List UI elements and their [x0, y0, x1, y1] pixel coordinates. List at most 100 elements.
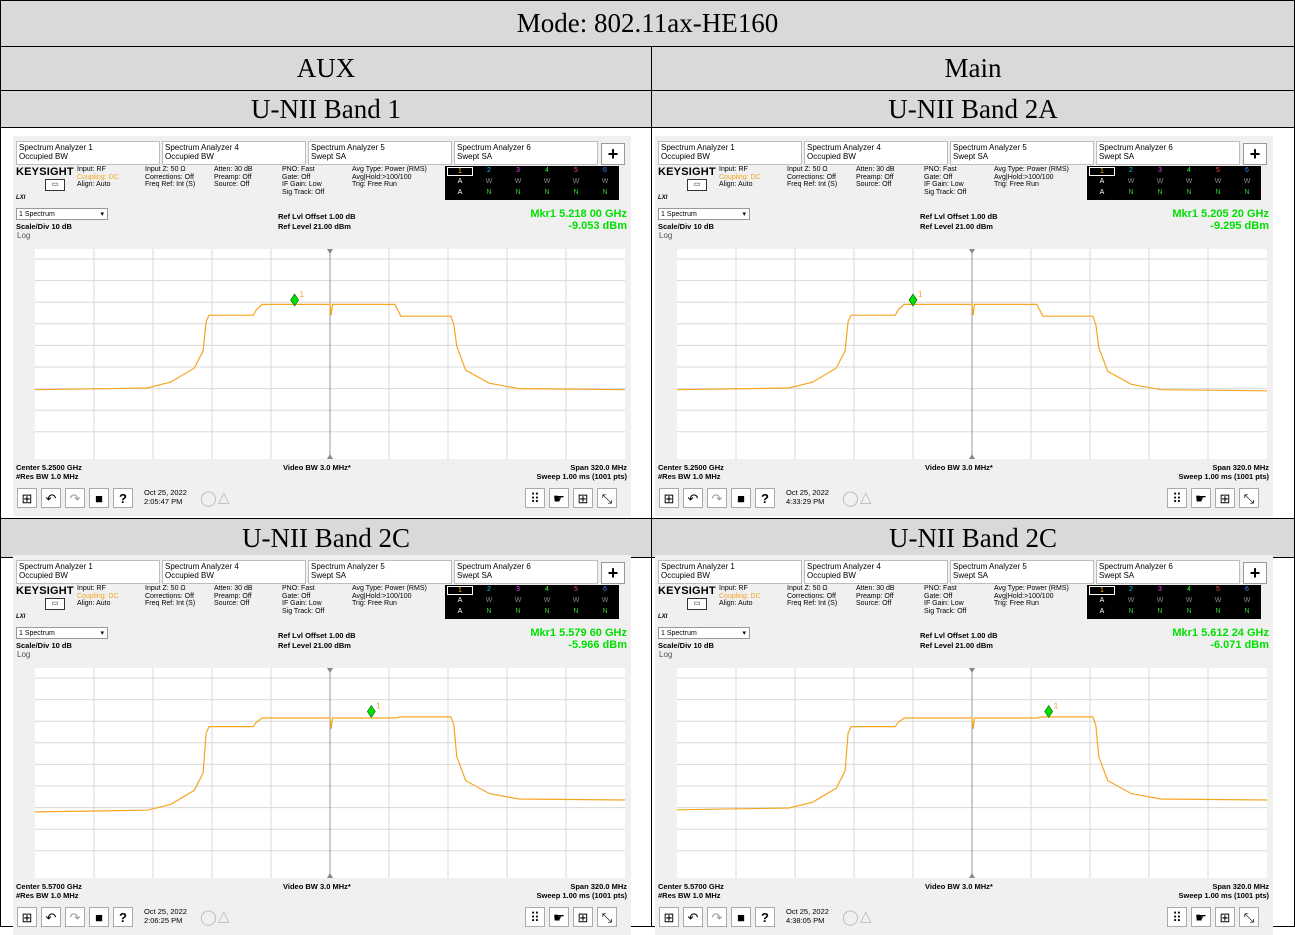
spectrum-plot[interactable]: 11.01.00-9.00-19.0-29.0-39.0-49.0-59.0-6…: [659, 249, 1268, 459]
marker-1[interactable]: [908, 293, 918, 307]
trace-status-panel[interactable]: 1 2 3 4 5 6 A W W W W W A N N N N N: [1087, 585, 1261, 619]
settings-col-5[interactable]: Avg Type: Power (RMS) Avg|Hold:>100/100 Tr…: [352, 585, 427, 607]
settings-col-4[interactable]: PNO: Fast Gate: Off IF Gain: Low Sig Track:…: [924, 166, 967, 196]
settings-col-3[interactable]: Atten: 30 dB Preamp: Off Source: Off: [214, 166, 253, 188]
help-icon[interactable]: ?: [113, 907, 133, 927]
message-icon[interactable]: ◯: [842, 909, 859, 926]
display-icon[interactable]: ▭: [687, 598, 707, 610]
spectrum-plot[interactable]: 11.01.00-9.00-19.0-29.0-39.0-49.0-59.0-6…: [17, 249, 626, 459]
add-screen-button[interactable]: +: [1243, 562, 1267, 584]
touch-icon[interactable]: ☛: [1191, 488, 1211, 508]
maximize-icon[interactable]: ⤡: [1239, 907, 1259, 927]
tab-spectrum-analyzer-1[interactable]: Spectrum Analyzer 1 Occupied BW: [16, 141, 160, 165]
windows-icon[interactable]: ⊞: [17, 488, 37, 508]
tab-spectrum-analyzer-5[interactable]: Spectrum Analyzer 5 Swept SA: [950, 560, 1094, 584]
settings-col-5[interactable]: Avg Type: Power (RMS) Avg|Hold:>100/100 Tr…: [994, 166, 1069, 188]
warning-icon[interactable]: △: [860, 908, 872, 925]
display-icon[interactable]: ▭: [687, 179, 707, 191]
tab-spectrum-analyzer-6[interactable]: Spectrum Analyzer 6 Swept SA: [454, 560, 598, 584]
keypad-icon[interactable]: ⠿: [525, 907, 545, 927]
tab-spectrum-analyzer-5[interactable]: Spectrum Analyzer 5 Swept SA: [950, 141, 1094, 165]
windows-icon[interactable]: ⊞: [659, 488, 679, 508]
settings-col-2[interactable]: Input Z: 50 Ω Corrections: Off Freq Ref: I…: [145, 166, 196, 188]
touch-icon[interactable]: ☛: [549, 488, 569, 508]
settings-col-5[interactable]: Avg Type: Power (RMS) Avg|Hold:>100/100 Tr…: [352, 166, 427, 188]
tab-spectrum-analyzer-1[interactable]: Spectrum Analyzer 1 Occupied BW: [658, 141, 802, 165]
tab-spectrum-analyzer-1[interactable]: Spectrum Analyzer 1 Occupied BW: [658, 560, 802, 584]
help-icon[interactable]: ?: [755, 488, 775, 508]
settings-col-1[interactable]: Input: RF Coupling: DC Align: Auto: [719, 166, 761, 188]
folder-icon[interactable]: ■: [731, 488, 751, 508]
keypad-icon[interactable]: ⠿: [525, 488, 545, 508]
folder-icon[interactable]: ■: [89, 907, 109, 927]
keypad-icon[interactable]: ⠿: [1167, 907, 1187, 927]
warning-icon[interactable]: △: [860, 489, 872, 506]
marker-1[interactable]: [1044, 704, 1054, 719]
settings-col-1[interactable]: Input: RF Coupling: DC Align: Auto: [719, 585, 761, 607]
marker-1[interactable]: [290, 293, 299, 307]
folder-icon[interactable]: ■: [89, 488, 109, 508]
tab-spectrum-analyzer-5[interactable]: Spectrum Analyzer 5 Swept SA: [308, 560, 452, 584]
multi-window-icon[interactable]: ⊞: [573, 488, 593, 508]
tab-spectrum-analyzer-5[interactable]: Spectrum Analyzer 5 Swept SA: [308, 141, 452, 165]
tab-spectrum-analyzer-6[interactable]: Spectrum Analyzer 6 Swept SA: [454, 141, 598, 165]
view-dropdown[interactable]: 1 Spectrum: [658, 627, 750, 639]
undo-icon[interactable]: ↶: [683, 488, 703, 508]
touch-icon[interactable]: ☛: [549, 907, 569, 927]
settings-col-2[interactable]: Input Z: 50 Ω Corrections: Off Freq Ref: I…: [787, 166, 838, 188]
warning-icon[interactable]: △: [218, 489, 230, 506]
trace-status-panel[interactable]: 1 2 3 4 5 6 A W W W W W A N N N N N: [445, 166, 619, 200]
keypad-icon[interactable]: ⠿: [1167, 488, 1187, 508]
settings-col-4[interactable]: PNO: Fast Gate: Off IF Gain: Low Sig Track:…: [282, 166, 325, 196]
multi-window-icon[interactable]: ⊞: [1215, 488, 1235, 508]
view-dropdown[interactable]: 1 Spectrum: [658, 208, 750, 220]
settings-col-1[interactable]: Input: RF Coupling: DC Align: Auto: [77, 166, 119, 188]
touch-icon[interactable]: ☛: [1191, 907, 1211, 927]
redo-icon[interactable]: ↷: [65, 907, 85, 927]
redo-icon[interactable]: ↷: [707, 488, 727, 508]
windows-icon[interactable]: ⊞: [659, 907, 679, 927]
tab-spectrum-analyzer-4[interactable]: Spectrum Analyzer 4 Occupied BW: [804, 141, 948, 165]
undo-icon[interactable]: ↶: [683, 907, 703, 927]
settings-col-3[interactable]: Atten: 30 dB Preamp: Off Source: Off: [856, 585, 895, 607]
settings-col-1[interactable]: Input: RF Coupling: DC Align: Auto: [77, 585, 119, 607]
tab-spectrum-analyzer-6[interactable]: Spectrum Analyzer 6 Swept SA: [1096, 141, 1240, 165]
trace-status-panel[interactable]: 1 2 3 4 5 6 A W W W W W A N N N N N: [445, 585, 619, 619]
marker-1[interactable]: [366, 704, 376, 719]
message-icon[interactable]: ◯: [200, 909, 217, 926]
multi-window-icon[interactable]: ⊞: [1215, 907, 1235, 927]
tab-spectrum-analyzer-4[interactable]: Spectrum Analyzer 4 Occupied BW: [804, 560, 948, 584]
settings-col-5[interactable]: Avg Type: Power (RMS) Avg|Hold:>100/100 Tr…: [994, 585, 1069, 607]
tab-spectrum-analyzer-4[interactable]: Spectrum Analyzer 4 Occupied BW: [162, 141, 306, 165]
settings-col-3[interactable]: Atten: 30 dB Preamp: Off Source: Off: [856, 166, 895, 188]
settings-col-4[interactable]: PNO: Fast Gate: Off IF Gain: Low Sig Track:…: [924, 585, 967, 615]
undo-icon[interactable]: ↶: [41, 907, 61, 927]
settings-col-2[interactable]: Input Z: 50 Ω Corrections: Off Freq Ref: I…: [787, 585, 838, 607]
message-icon[interactable]: ◯: [842, 490, 859, 507]
maximize-icon[interactable]: ⤡: [597, 907, 617, 927]
display-icon[interactable]: ▭: [45, 179, 65, 191]
warning-icon[interactable]: △: [218, 908, 230, 925]
undo-icon[interactable]: ↶: [41, 488, 61, 508]
help-icon[interactable]: ?: [113, 488, 133, 508]
windows-icon[interactable]: ⊞: [17, 907, 37, 927]
spectrum-plot[interactable]: 11.01.00-9.00-19.0-29.0-39.0-49.0-59.0-6…: [659, 668, 1268, 878]
folder-icon[interactable]: ■: [731, 907, 751, 927]
view-dropdown[interactable]: 1 Spectrum: [16, 627, 108, 639]
spectrum-plot[interactable]: 11.01.00-9.00-19.0-29.0-39.0-49.0-59.0-6…: [17, 668, 626, 878]
maximize-icon[interactable]: ⤡: [1239, 488, 1259, 508]
settings-col-2[interactable]: Input Z: 50 Ω Corrections: Off Freq Ref: I…: [145, 585, 196, 607]
help-icon[interactable]: ?: [755, 907, 775, 927]
tab-spectrum-analyzer-4[interactable]: Spectrum Analyzer 4 Occupied BW: [162, 560, 306, 584]
display-icon[interactable]: ▭: [45, 598, 65, 610]
maximize-icon[interactable]: ⤡: [597, 488, 617, 508]
tab-spectrum-analyzer-1[interactable]: Spectrum Analyzer 1 Occupied BW: [16, 560, 160, 584]
settings-col-3[interactable]: Atten: 30 dB Preamp: Off Source: Off: [214, 585, 253, 607]
redo-icon[interactable]: ↷: [65, 488, 85, 508]
trace-status-panel[interactable]: 1 2 3 4 5 6 A W W W W W A N N N N N: [1087, 166, 1261, 200]
settings-col-4[interactable]: PNO: Fast Gate: Off IF Gain: Low Sig Track:…: [282, 585, 325, 615]
redo-icon[interactable]: ↷: [707, 907, 727, 927]
tab-spectrum-analyzer-6[interactable]: Spectrum Analyzer 6 Swept SA: [1096, 560, 1240, 584]
message-icon[interactable]: ◯: [200, 490, 217, 507]
multi-window-icon[interactable]: ⊞: [573, 907, 593, 927]
